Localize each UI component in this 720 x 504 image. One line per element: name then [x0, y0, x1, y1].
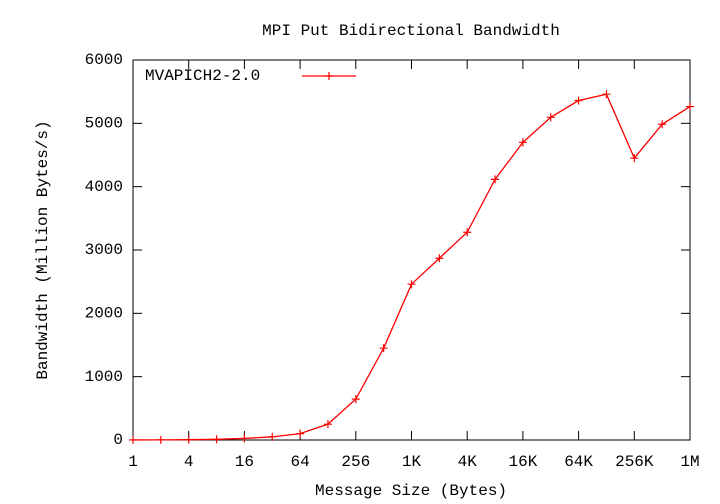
- y-tick-label: 5000: [85, 115, 123, 133]
- point-marker: [518, 138, 527, 147]
- point-marker: [351, 395, 360, 404]
- x-axis-label: Message Size (Bytes): [315, 482, 507, 500]
- y-tick-label: 4000: [85, 178, 123, 196]
- y-tick-label: 1000: [85, 368, 123, 386]
- point-marker: [156, 435, 165, 444]
- y-axis-label: Bandwidth (Million Bytes/s): [34, 120, 52, 379]
- point-marker: [435, 254, 444, 263]
- point-marker: [296, 429, 305, 438]
- point-marker: [323, 420, 332, 429]
- y-tick-label: 6000: [85, 51, 123, 69]
- legend-label: MVAPICH2-2.0: [145, 67, 260, 85]
- point-marker: [602, 90, 611, 99]
- x-tick-label: 256K: [615, 453, 654, 471]
- y-tick-label: 0: [113, 431, 123, 449]
- x-tick-label: 4K: [458, 453, 478, 471]
- x-tick-label: 256: [341, 453, 370, 471]
- x-tick-label: 1: [128, 453, 138, 471]
- x-tick-label: 16: [235, 453, 254, 471]
- point-marker: [546, 113, 555, 122]
- legend-marker: [325, 72, 333, 80]
- x-tick-label: 1K: [402, 453, 422, 471]
- point-marker: [407, 280, 416, 289]
- point-marker: [630, 154, 639, 163]
- chart-title: MPI Put Bidirectional Bandwidth: [262, 22, 560, 40]
- point-marker: [658, 120, 667, 129]
- x-tick-label: 16K: [508, 453, 537, 471]
- y-tick-label: 2000: [85, 305, 123, 323]
- point-marker: [212, 435, 221, 444]
- point-marker: [184, 435, 193, 444]
- point-marker: [686, 102, 694, 111]
- point-marker: [268, 432, 277, 441]
- point-marker: [574, 96, 583, 105]
- y-tick-label: 3000: [85, 241, 123, 259]
- x-tick-label: 64K: [564, 453, 593, 471]
- x-tick-label: 4: [184, 453, 194, 471]
- point-marker: [379, 344, 388, 353]
- point-marker: [240, 434, 249, 443]
- point-marker: [129, 435, 137, 444]
- x-tick-label: 1M: [680, 453, 699, 471]
- point-marker: [463, 228, 472, 237]
- x-tick-label: 64: [290, 453, 309, 471]
- point-marker: [491, 175, 500, 184]
